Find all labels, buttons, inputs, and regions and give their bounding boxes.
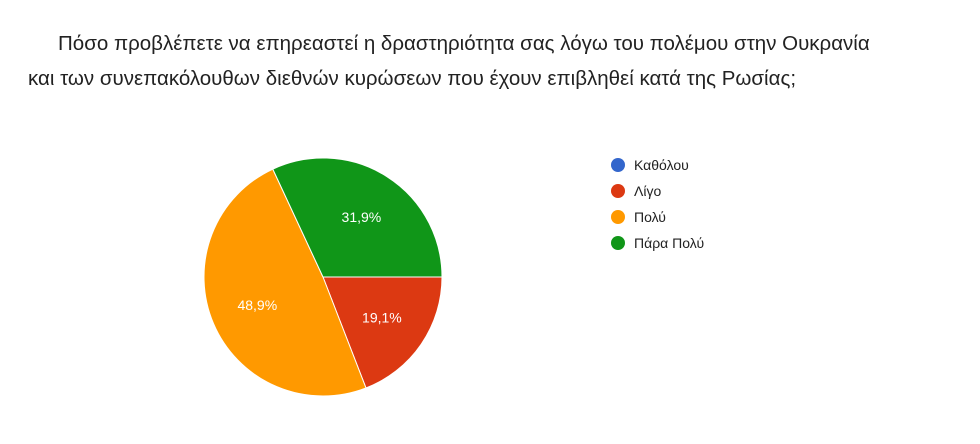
chart-title-line-1: Πόσο προβλέπετε να επηρεαστεί η δραστηρι… bbox=[58, 32, 870, 55]
legend-item: Πάρα Πολύ bbox=[611, 230, 704, 256]
legend-label: Καθόλου bbox=[634, 157, 689, 173]
legend-item: Λίγο bbox=[611, 178, 704, 204]
slice-label: 19,1% bbox=[362, 309, 402, 325]
legend-swatch bbox=[611, 236, 625, 250]
slice-label: 31,9% bbox=[342, 209, 382, 225]
legend-item: Πολύ bbox=[611, 204, 704, 230]
slice-label: 48,9% bbox=[237, 297, 277, 313]
legend-swatch bbox=[611, 158, 625, 172]
legend-swatch bbox=[611, 210, 625, 224]
chart-title-line-2: και των συνεπακόλουθων διεθνών κυρώσεων … bbox=[28, 67, 797, 90]
legend-label: Λίγο bbox=[634, 183, 662, 199]
chart-legend: Καθόλου Λίγο Πολύ Πάρα Πολύ bbox=[611, 152, 704, 256]
pie-slice bbox=[272, 157, 443, 278]
legend-label: Πάρα Πολύ bbox=[634, 235, 705, 251]
legend-swatch bbox=[611, 184, 625, 198]
legend-item: Καθόλου bbox=[611, 152, 704, 178]
pie-slice bbox=[203, 168, 367, 397]
pie-slice bbox=[322, 276, 443, 389]
legend-label: Πολύ bbox=[634, 209, 666, 225]
chart-title: Πόσο προβλέπετε να επηρεαστεί η δραστηρι… bbox=[28, 26, 968, 96]
